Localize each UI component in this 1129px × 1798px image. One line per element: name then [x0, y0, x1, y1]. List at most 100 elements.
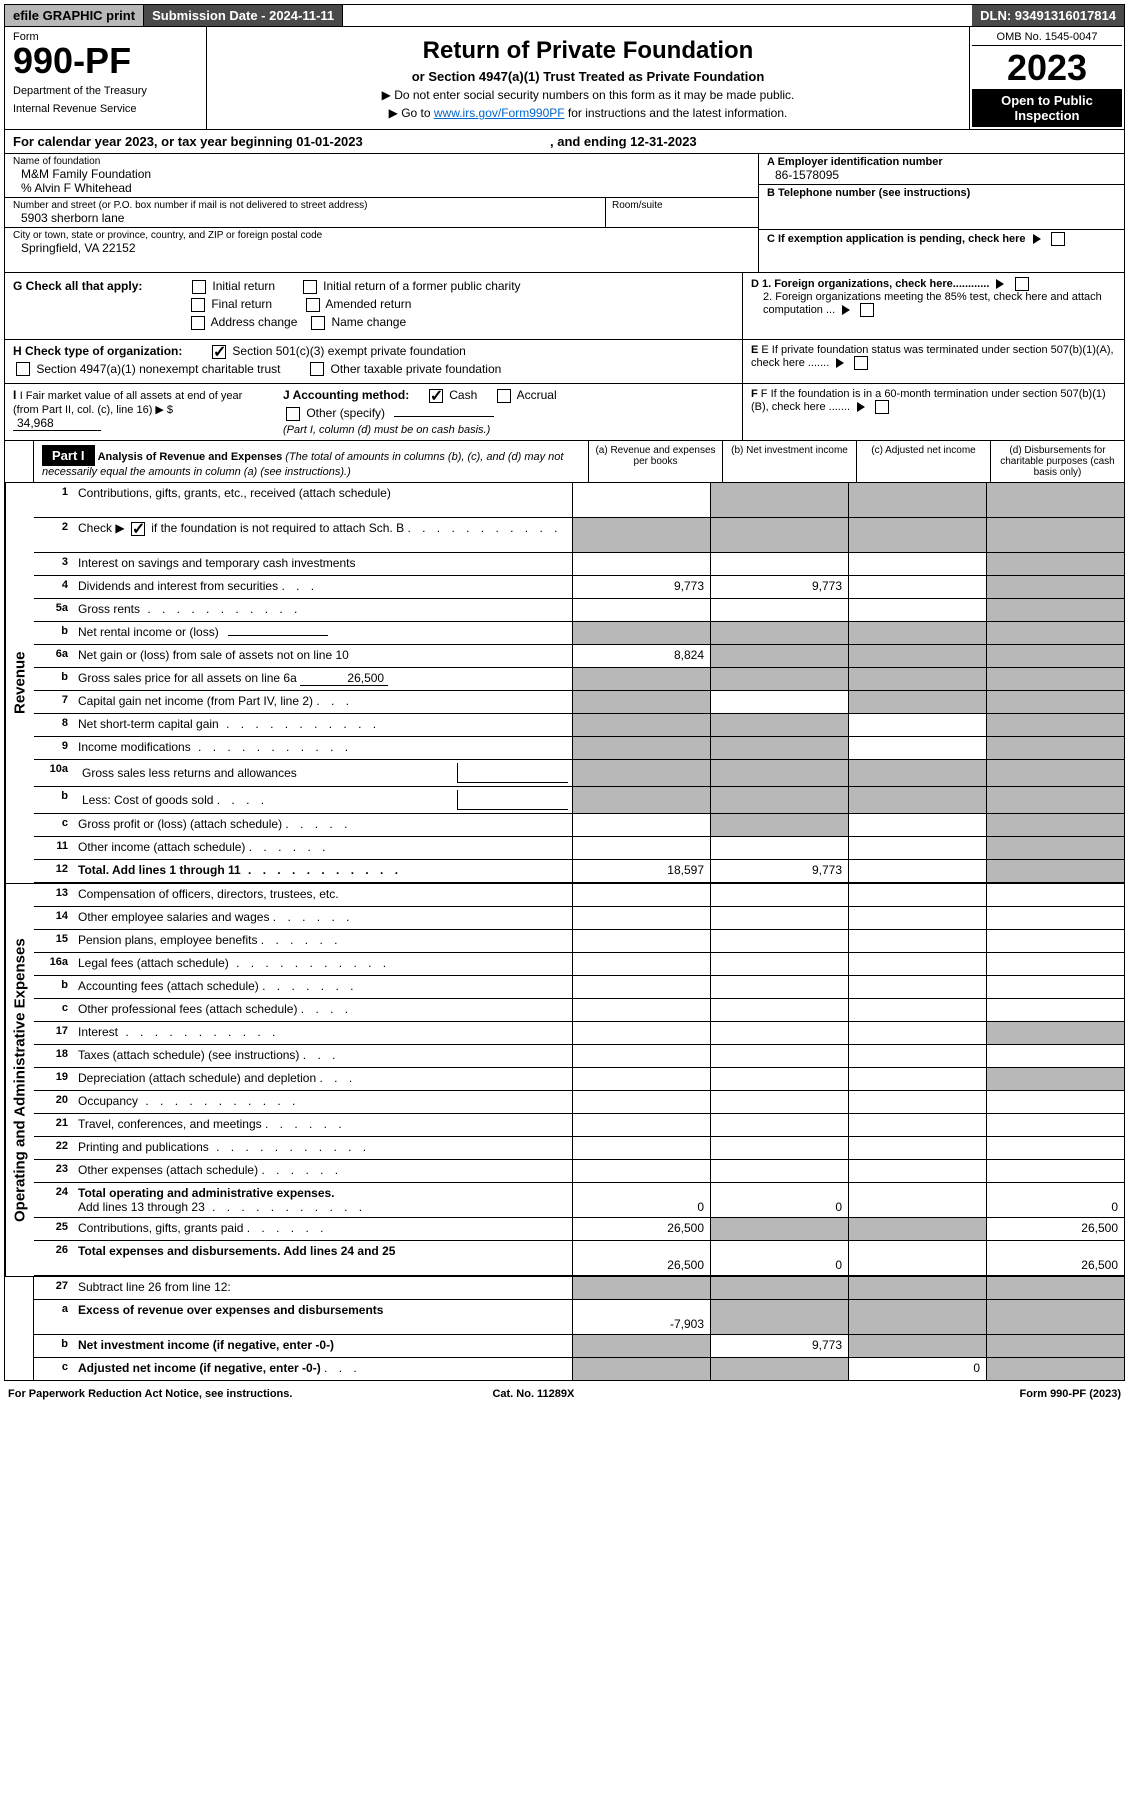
val-6a: 8,824	[572, 645, 710, 667]
arrow-icon	[836, 358, 844, 368]
line-2: 2 Check ▶ if the foundation is not requi…	[34, 518, 1124, 553]
efile-badge: efile GRAPHIC print	[5, 5, 144, 26]
arrow-icon	[1033, 234, 1041, 244]
val-12a: 18,597	[572, 860, 710, 882]
line-12: 12 Total. Add lines 1 through 11 18,597 …	[34, 860, 1124, 883]
form-header: Form 990-PF Department of the Treasury I…	[5, 27, 1124, 130]
calendar-year-row: For calendar year 2023, or tax year begi…	[5, 130, 1124, 154]
d1-checkbox[interactable]	[1015, 277, 1029, 291]
h-other-checkbox[interactable]	[310, 362, 324, 376]
val-25d: 26,500	[986, 1218, 1124, 1240]
exemption-checkbox[interactable]	[1051, 232, 1065, 246]
col-c-header: (c) Adjusted net income	[856, 441, 990, 482]
form-container: efile GRAPHIC print Submission Date - 20…	[4, 4, 1125, 1381]
footer-cat: Cat. No. 11289X	[292, 1388, 1019, 1400]
val-24d: 0	[986, 1183, 1124, 1217]
line-25: 25Contributions, gifts, grants paid . . …	[34, 1218, 1124, 1241]
header-right: OMB No. 1545-0047 2023 Open to Public In…	[969, 27, 1124, 129]
val-4b: 9,773	[710, 576, 848, 598]
g-amended-checkbox[interactable]	[306, 298, 320, 312]
fmv-value: 34,968	[13, 416, 101, 431]
val-24a: 0	[572, 1183, 710, 1217]
j-cash-checkbox[interactable]	[429, 389, 443, 403]
line-10a: 10a Gross sales less returns and allowan…	[34, 760, 1124, 787]
line-4: 4 Dividends and interest from securities…	[34, 576, 1124, 599]
section-ij: I I Fair market value of all assets at e…	[5, 384, 1124, 441]
omb-number: OMB No. 1545-0047	[972, 29, 1122, 46]
line-16c: cOther professional fees (attach schedul…	[34, 999, 1124, 1022]
line-1: 1 Contributions, gifts, grants, etc., re…	[34, 483, 1124, 518]
line-27c: cAdjusted net income (if negative, enter…	[34, 1358, 1124, 1380]
ein-cell: A Employer identification number 86-1578…	[759, 154, 1124, 185]
e-checkbox[interactable]	[854, 356, 868, 370]
val-26a: 26,500	[572, 1241, 710, 1275]
section-h: H Check type of organization: Section 50…	[5, 340, 1124, 385]
line-24: 24 Total operating and administrative ex…	[34, 1183, 1124, 1218]
section-d: D 1. Foreign organizations, check here..…	[742, 273, 1124, 338]
h-501c3-checkbox[interactable]	[212, 345, 226, 359]
val-12b: 9,773	[710, 860, 848, 882]
city-state-zip: Springfield, VA 22152	[13, 241, 750, 255]
h-4947-checkbox[interactable]	[16, 362, 30, 376]
dln-number: DLN: 93491316017814	[972, 5, 1124, 26]
f-checkbox[interactable]	[875, 400, 889, 414]
part-label: Part I	[42, 445, 95, 466]
line-7: 7 Capital gain net income (from Part IV,…	[34, 691, 1124, 714]
line-10c: c Gross profit or (loss) (attach schedul…	[34, 814, 1124, 837]
schb-checkbox[interactable]	[131, 522, 145, 536]
foundation-name-cell: Name of foundation M&M Family Foundation…	[5, 154, 758, 198]
footer-form: Form 990-PF (2023)	[1020, 1388, 1122, 1400]
line-27a: aExcess of revenue over expenses and dis…	[34, 1300, 1124, 1335]
inspection-badge: Open to Public Inspection	[972, 89, 1122, 127]
revenue-section: Revenue 1 Contributions, gifts, grants, …	[5, 483, 1124, 883]
g-former-checkbox[interactable]	[303, 280, 317, 294]
g-name-checkbox[interactable]	[311, 316, 325, 330]
line-19: 19Depreciation (attach schedule) and dep…	[34, 1068, 1124, 1091]
rental-input[interactable]	[228, 635, 328, 636]
part1-header: Part I Analysis of Revenue and Expenses …	[5, 441, 1124, 483]
foundation-name: M&M Family Foundation	[13, 167, 750, 181]
line-13: 13Compensation of officers, directors, t…	[34, 884, 1124, 907]
g-final-checkbox[interactable]	[191, 298, 205, 312]
instr-ssn: ▶ Do not enter social security numbers o…	[219, 88, 957, 102]
line-23: 23Other expenses (attach schedule) . . .…	[34, 1160, 1124, 1183]
section-e: E E If private foundation status was ter…	[742, 340, 1124, 384]
revenue-side-label: Revenue	[5, 483, 34, 883]
header-left: Form 990-PF Department of the Treasury I…	[5, 27, 207, 129]
footer-left: For Paperwork Reduction Act Notice, see …	[8, 1388, 292, 1400]
part-title: Analysis of Revenue and Expenses	[98, 451, 283, 463]
care-of: % Alvin F Whitehead	[13, 181, 750, 195]
line-8: 8 Net short-term capital gain	[34, 714, 1124, 737]
spacer	[343, 13, 972, 19]
g-address-checkbox[interactable]	[191, 316, 205, 330]
arrow-icon	[842, 305, 850, 315]
line-16b: bAccounting fees (attach schedule) . . .…	[34, 976, 1124, 999]
line-11: 11 Other income (attach schedule) . . . …	[34, 837, 1124, 860]
line-17: 17Interest	[34, 1022, 1124, 1045]
address-row: Number and street (or P.O. box number if…	[5, 198, 758, 228]
section-f: F F If the foundation is in a 60-month t…	[742, 384, 1124, 440]
exemption-cell: C If exemption application is pending, c…	[759, 230, 1124, 248]
dept-treasury: Department of the Treasury	[13, 85, 198, 97]
line-18: 18Taxes (attach schedule) (see instructi…	[34, 1045, 1124, 1068]
val-27c: 0	[848, 1358, 986, 1380]
j-accrual-checkbox[interactable]	[497, 389, 511, 403]
col-d-header: (d) Disbursements for charitable purpose…	[990, 441, 1124, 482]
val-27a: -7,903	[572, 1300, 710, 1334]
irs-link[interactable]: www.irs.gov/Form990PF	[434, 106, 565, 120]
entity-left: Name of foundation M&M Family Foundation…	[5, 154, 758, 272]
line-27-section: 27Subtract line 26 from line 12: aExcess…	[5, 1276, 1124, 1380]
j-other-input[interactable]	[394, 416, 494, 417]
header-center: Return of Private Foundation or Section …	[207, 27, 969, 129]
d2-checkbox[interactable]	[860, 303, 874, 317]
val-27b: 9,773	[710, 1335, 848, 1357]
g-initial-checkbox[interactable]	[192, 280, 206, 294]
expenses-side-label: Operating and Administrative Expenses	[5, 884, 34, 1276]
line-3: 3 Interest on savings and temporary cash…	[34, 553, 1124, 576]
ein-value: 86-1578095	[767, 168, 1116, 182]
footer: For Paperwork Reduction Act Notice, see …	[0, 1385, 1129, 1403]
line-27b: bNet investment income (if negative, ent…	[34, 1335, 1124, 1358]
j-other-checkbox[interactable]	[286, 407, 300, 421]
arrow-icon	[857, 402, 865, 412]
entity-info: Name of foundation M&M Family Foundation…	[5, 154, 1124, 273]
